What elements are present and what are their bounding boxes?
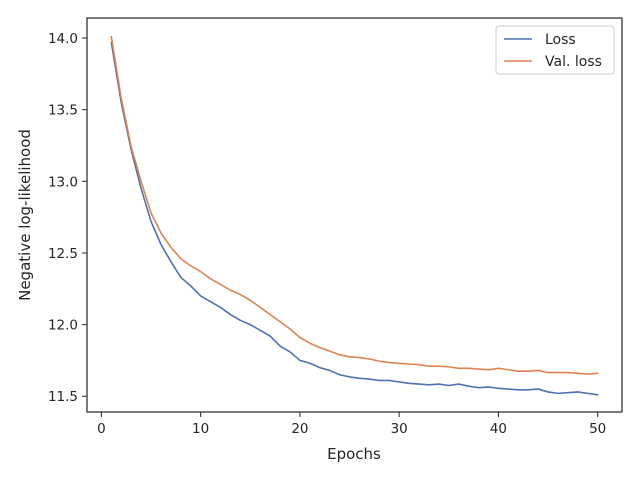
y-tick-label: 12.0 (48, 318, 78, 334)
series-line-loss (110, 41, 599, 396)
x-tick-label: 40 (490, 421, 507, 437)
y-axis-ticks: 11.5 12.0 12.5 13.0 13.5 14.0 (48, 31, 87, 405)
x-tick-label: 30 (391, 421, 408, 437)
y-tick-label: 13.0 (48, 174, 78, 190)
x-tick-label: 0 (97, 421, 106, 437)
axes-frame (86, 17, 623, 413)
y-tick-label: 12.5 (48, 246, 78, 262)
x-tick-label: 10 (192, 421, 209, 437)
legend-label-val-loss: Val. loss (545, 54, 602, 70)
y-tick-label: 13.5 (48, 103, 78, 119)
legend: Loss Val. loss (495, 25, 615, 75)
y-tick-label: 11.5 (48, 389, 78, 405)
x-tick-label: 20 (291, 421, 308, 437)
x-axis-label: Epochs (327, 445, 381, 463)
y-tick-label: 14.0 (48, 31, 78, 47)
legend-label-loss: Loss (545, 32, 576, 48)
y-axis-label: Negative log-likelihood (16, 129, 34, 301)
x-axis-ticks: 0 10 20 30 40 50 (97, 412, 606, 437)
series-layer (110, 35, 599, 396)
plot-area: 0 10 20 30 40 50 11.5 12.0 12.5 13.0 13.5 14.0 (48, 17, 623, 437)
legend-box (495, 25, 615, 75)
x-tick-label: 50 (589, 421, 606, 437)
series-line-val-loss (110, 35, 599, 375)
